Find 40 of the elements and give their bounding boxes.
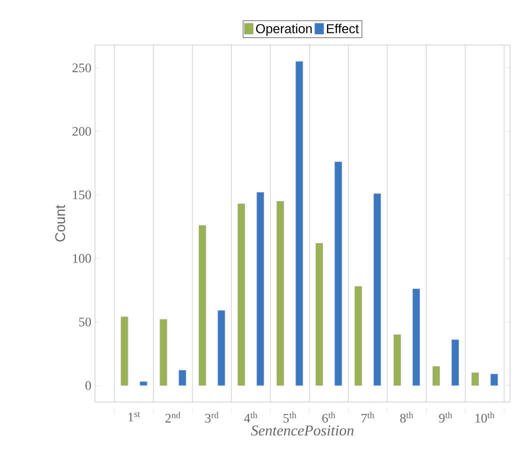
x-axis-title: SentencePosition (251, 425, 354, 436)
y-axis-title: Count (55, 204, 66, 242)
y-tick-label: 200 (72, 127, 91, 136)
bar (178, 370, 186, 386)
bar (160, 319, 168, 386)
bar (354, 286, 362, 386)
bar (238, 204, 246, 386)
bar (490, 374, 498, 386)
bar (452, 340, 459, 386)
legend-label: Effect (327, 24, 359, 34)
legend-label: Operation (256, 24, 312, 36)
bar (256, 192, 264, 386)
bar (374, 193, 381, 386)
bar (394, 334, 401, 386)
x-tick-label: 3$^{rd}$ (205, 412, 219, 423)
x-tick-label: 4$^{th}$ (244, 412, 258, 422)
bar (412, 288, 420, 386)
y-tick-label: 250 (72, 63, 91, 72)
bar (316, 242, 324, 386)
bar (198, 225, 206, 386)
y-tick-label: 50 (79, 318, 91, 326)
x-tick-label: 5$^{th}$ (284, 412, 296, 423)
bar (334, 162, 342, 386)
bar (140, 381, 148, 386)
bar (218, 310, 226, 386)
bar (296, 61, 304, 386)
y-tick-label: 100 (73, 254, 91, 263)
bar (120, 316, 128, 386)
x-tick-label: 7$^{th}$ (362, 412, 374, 422)
x-tick-label: 8$^{th}$ (400, 412, 414, 423)
x-tick-label: 6$^{th}$ (322, 412, 336, 423)
bar (432, 366, 440, 386)
x-tick-label: 1$^{st}$ (128, 412, 140, 422)
x-tick-label: 2$^{nd}$ (165, 412, 180, 422)
y-tick-label: 0 (85, 381, 91, 390)
bar (471, 372, 479, 386)
x-tick-label: 9$^{th}$ (439, 412, 452, 423)
x-tick-label: 10$^{th}$ (476, 412, 494, 423)
y-tick-label: 150 (73, 190, 91, 200)
bar (276, 201, 284, 386)
